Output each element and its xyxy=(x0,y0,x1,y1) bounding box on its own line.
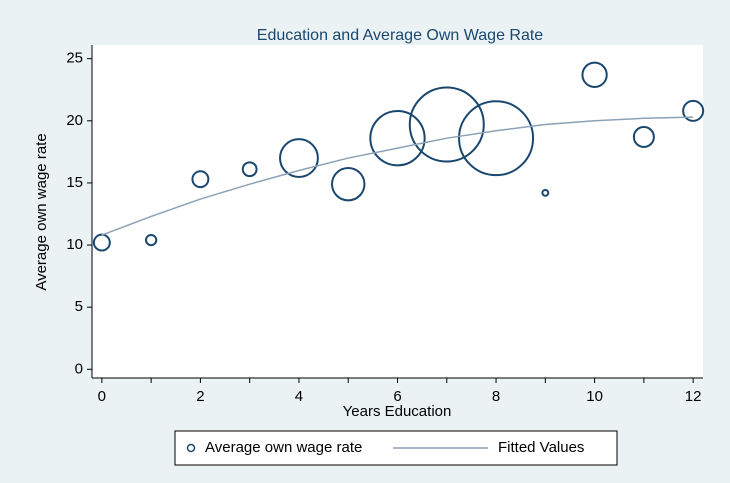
x-tick-label: 0 xyxy=(98,388,106,405)
y-tick-label: 20 xyxy=(66,112,83,129)
chart-title: Education and Average Own Wage Rate xyxy=(257,27,544,44)
bubble xyxy=(331,166,366,202)
y-tick-label: 5 xyxy=(75,298,83,315)
bubble xyxy=(682,99,705,122)
y-tick-label: 10 xyxy=(66,236,83,253)
bubble xyxy=(191,170,210,189)
bubble xyxy=(144,233,158,247)
x-tick-label: 8 xyxy=(492,388,500,405)
bubble xyxy=(458,100,535,177)
y-tick-label: 15 xyxy=(66,174,83,191)
x-tick-label: 2 xyxy=(196,388,204,405)
x-tick-label: 4 xyxy=(295,388,303,405)
x-axis-label: Years Education xyxy=(343,403,452,420)
legend-label: Fitted Values xyxy=(498,439,584,456)
legend-label: Average own wage rate xyxy=(205,439,362,456)
y-tick-label: 25 xyxy=(66,50,83,67)
x-tick-label: 6 xyxy=(393,388,401,405)
bubble xyxy=(632,125,655,148)
legend-marker xyxy=(186,443,196,453)
bubble xyxy=(581,61,608,88)
bubble xyxy=(241,161,258,178)
y-tick-label: 0 xyxy=(75,360,83,377)
bubble xyxy=(369,110,426,167)
bubble xyxy=(541,188,550,197)
plot-area xyxy=(92,45,703,378)
bubble xyxy=(279,138,319,178)
bubble xyxy=(408,86,485,163)
x-tick-label: 12 xyxy=(685,388,702,405)
y-axis-label: Average own wage rate xyxy=(33,133,50,290)
x-tick-label: 10 xyxy=(586,388,603,405)
fitted-line xyxy=(101,116,694,236)
